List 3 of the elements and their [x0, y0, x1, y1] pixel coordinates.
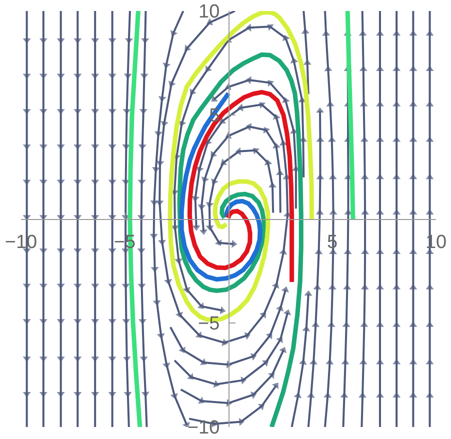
y-tick-label: −10	[187, 418, 220, 439]
y-tick-label: 5	[209, 106, 220, 127]
y-tick-label: 10	[198, 2, 220, 23]
